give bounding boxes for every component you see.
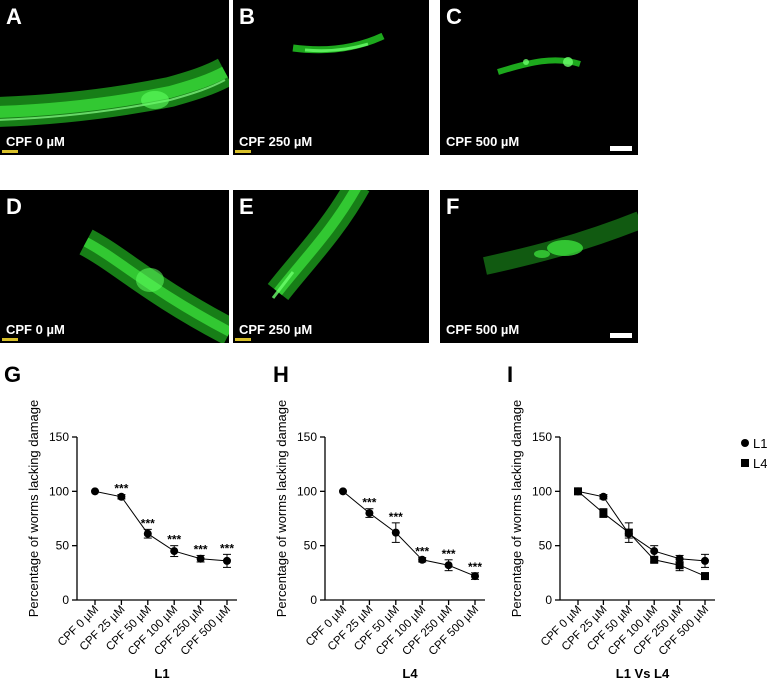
data-point [574, 487, 582, 496]
panel-condition-b: CPF 250 µM [239, 134, 313, 149]
panel-condition-e: CPF 250 µM [239, 322, 313, 337]
panel-condition-c: CPF 500 µM [446, 134, 520, 149]
worm-fluorescence-a [0, 58, 229, 127]
scale-bar-f [610, 333, 632, 338]
data-point [196, 554, 205, 563]
worm-fluorescence-b [292, 32, 385, 54]
panel-letter-d: D [6, 194, 22, 219]
significance-label: *** [114, 482, 128, 496]
significance-label: *** [389, 510, 403, 524]
worm-fluorescence-f [483, 211, 638, 275]
legend-marker [741, 439, 749, 447]
graph-letter-i: I [507, 362, 514, 387]
data-point [170, 547, 179, 556]
legend-label: L4 [753, 456, 767, 471]
data-point [599, 509, 608, 518]
data-point [117, 492, 126, 501]
series-line [342, 490, 476, 577]
x-axis-title: L1 [154, 666, 169, 681]
data-point [418, 555, 427, 564]
y-axis-title: Percentage of worms lacking damage [26, 400, 41, 618]
y-tick-label: 0 [310, 593, 317, 607]
panel-letter-e: E [239, 194, 254, 219]
chart-i-l1-vs-l4: 0 50 100 150 Percentage of worms lacking dam… [509, 400, 767, 681]
y-tick-label: 100 [532, 484, 552, 498]
significance-label: *** [220, 541, 234, 555]
y-tick-label: 50 [56, 539, 70, 553]
x-axis-title: L1 Vs L4 [616, 666, 670, 681]
data-point [675, 561, 684, 570]
data-point [650, 555, 659, 564]
data-point [391, 528, 400, 537]
micrograph-panel-e: E CPF 250 µM [233, 190, 429, 343]
series-line [94, 490, 228, 562]
panel-letter-c: C [446, 4, 462, 29]
micrograph-panel-c: C CPF 500 µM [440, 0, 638, 155]
legend-marker [741, 459, 749, 467]
chart-g-l1: 0 50 100 150 Percentage of worms lacking dam… [26, 400, 237, 681]
worm-fluorescence-e [267, 190, 370, 301]
y-tick-label: 150 [49, 430, 69, 444]
worm-fluorescence-d [79, 229, 229, 343]
data-point [650, 547, 659, 556]
significance-label: *** [167, 533, 181, 547]
significance-label: *** [362, 496, 376, 510]
chart-h-l4: 0 50 100 150 Percentage of worms lacking dam… [274, 400, 485, 681]
significance-label: *** [141, 516, 155, 530]
x-axis-title: L4 [402, 666, 418, 681]
y-tick-label: 150 [297, 430, 317, 444]
series-line [577, 490, 706, 577]
significance-label: *** [194, 542, 208, 556]
data-point [91, 487, 99, 496]
panel-condition-a: CPF 0 µM [6, 134, 65, 149]
panel-letter-b: B [239, 4, 255, 29]
graph-letter-h: H [273, 362, 289, 387]
scale-bar-c [610, 146, 632, 151]
graph-letter-g: G [4, 362, 22, 387]
magnification-label-a [2, 150, 18, 153]
significance-label: *** [442, 547, 456, 561]
panel-letter-a: A [6, 4, 22, 29]
y-tick-label: 150 [532, 430, 552, 444]
data-point [365, 509, 374, 518]
significance-label: *** [468, 560, 482, 574]
y-tick-label: 100 [297, 484, 317, 498]
magnification-label-e [235, 338, 251, 341]
worm-fluorescence-c [497, 57, 581, 75]
data-point [444, 561, 453, 570]
y-axis-title: Percentage of worms lacking damage [509, 400, 524, 618]
legend-label: L1 [753, 436, 767, 451]
y-axis-title: Percentage of worms lacking damage [274, 400, 289, 618]
micrograph-panel-d: D CPF 0 µM [0, 190, 229, 343]
y-tick-label: 0 [545, 593, 552, 607]
series-line [577, 490, 706, 562]
panel-condition-d: CPF 0 µM [6, 322, 65, 337]
panel-condition-f: CPF 500 µM [446, 322, 520, 337]
significance-label: *** [415, 545, 429, 559]
y-tick-label: 100 [49, 484, 69, 498]
y-tick-label: 50 [304, 539, 318, 553]
data-point [143, 529, 152, 538]
magnification-label-d [2, 338, 18, 341]
y-tick-label: 0 [62, 593, 69, 607]
micrograph-panel-f: F CPF 500 µM [440, 190, 638, 343]
magnification-label-b [235, 150, 251, 153]
data-point [223, 556, 231, 565]
micrograph-panel-a: A CPF 0 µM [0, 0, 229, 155]
data-point [471, 572, 479, 581]
micrograph-panel-b: B CPF 250 µM [233, 0, 429, 155]
data-point [701, 572, 709, 581]
y-tick-label: 50 [539, 539, 553, 553]
data-point [339, 487, 347, 496]
panel-letter-f: F [446, 194, 460, 219]
data-point [701, 556, 709, 565]
data-point [599, 492, 608, 501]
data-point [624, 528, 633, 537]
data-point [675, 554, 684, 563]
